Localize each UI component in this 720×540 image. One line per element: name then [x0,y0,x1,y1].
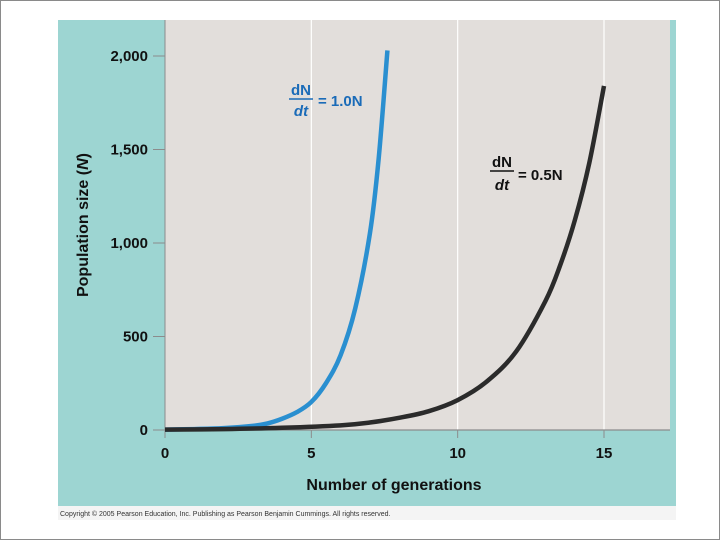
y-axis-title-symbol: N [75,158,92,170]
series-label-1: dN dt = 1.0N [289,82,363,120]
copyright-text: Copyright © 2005 Pearson Education, Inc.… [60,510,390,518]
y-tick-label: 0 [140,422,148,439]
series-label-1-rhs: = 1.0N [318,93,363,110]
copyright-strip [58,506,676,520]
series-label-1-denominator: dt [294,103,309,120]
series-label-2-denominator: dt [495,177,510,194]
plot-area [165,20,670,430]
y-axis-title-text-end: ) [75,153,92,158]
series-label-2-numerator: dN [492,154,512,171]
x-axis-title: Number of generations [306,477,481,494]
series-label-1-numerator: dN [291,82,311,99]
y-axis-title: Population size (N) [75,153,92,297]
y-axis-title-text: Population size ( [75,169,92,297]
x-tick-label: 15 [596,445,613,462]
y-tick-label: 1,500 [110,142,148,159]
x-tick-label: 0 [161,445,169,462]
y-tick-label: 2,000 [110,48,148,65]
series-group [164,50,607,432]
series-label-2-rhs: = 0.5N [518,167,563,184]
series-label-2: dN dt = 0.5N [490,154,563,194]
series-line-2 [164,85,607,432]
tick-labels: 0 500 1,000 1,500 2,000 0 5 10 15 [110,48,612,462]
x-tick-label: 5 [307,445,315,462]
y-tick-label: 500 [123,329,148,346]
y-tick-label: 1,000 [110,235,148,252]
x-tick-label: 10 [449,445,466,462]
